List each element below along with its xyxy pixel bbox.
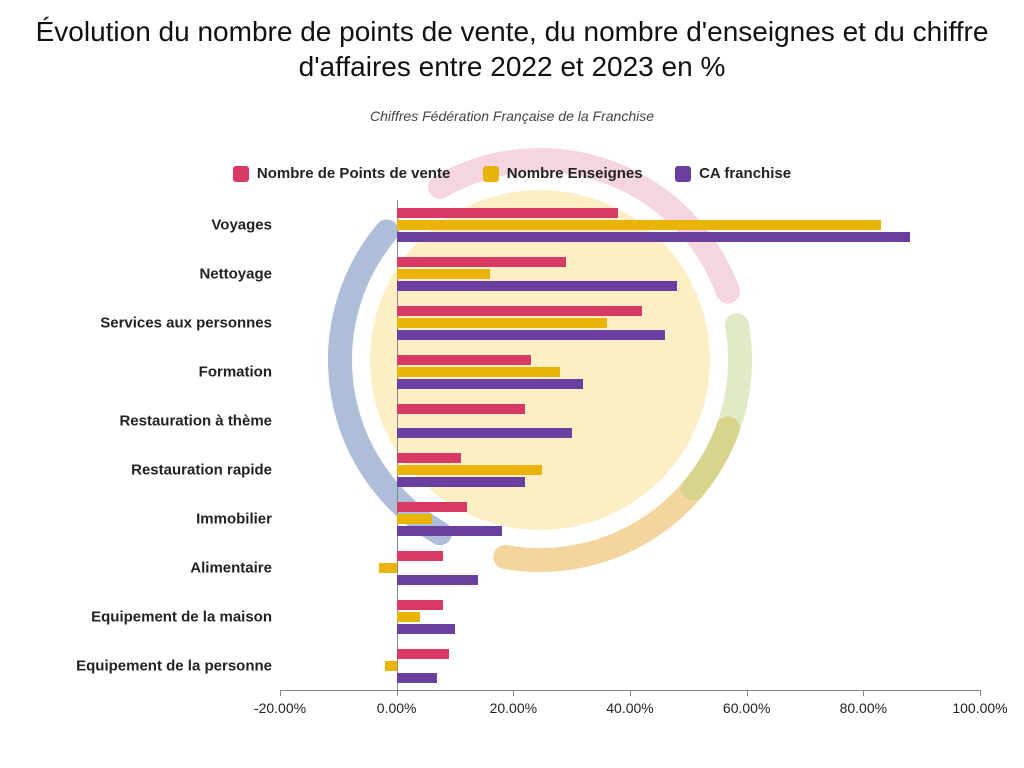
y-category-label: Voyages [211, 216, 280, 233]
bar [397, 379, 584, 389]
bar [397, 330, 665, 340]
legend-item-points-de-vente: Nombre de Points de vente [233, 165, 450, 182]
x-tick-label: 80.00% [840, 700, 887, 716]
legend-item-ca-franchise: CA franchise [675, 165, 791, 182]
y-category-label: Services aux personnes [100, 314, 280, 331]
plot-area: -20.00%0.00%20.00%40.00%60.00%80.00%100.… [280, 200, 980, 720]
bar [397, 612, 420, 622]
x-tick-label: 40.00% [606, 700, 653, 716]
y-category-label: Formation [199, 363, 280, 380]
legend-label: CA franchise [699, 165, 791, 182]
bar [379, 563, 397, 573]
bar [397, 477, 525, 487]
bar [397, 514, 432, 524]
x-tick-label: 0.00% [377, 700, 417, 716]
y-category-label: Immobilier [196, 510, 280, 527]
x-tick [630, 690, 631, 696]
bar [397, 232, 910, 242]
legend-label: Nombre de Points de vente [257, 165, 450, 182]
bar [397, 220, 881, 230]
bar [397, 575, 479, 585]
legend-swatch [233, 166, 249, 182]
bar [397, 526, 502, 536]
x-tick [747, 690, 748, 696]
x-tick-label: 60.00% [723, 700, 770, 716]
x-tick [863, 690, 864, 696]
y-category-label: Equipement de la personne [76, 657, 280, 674]
bar [397, 257, 566, 267]
bar [397, 306, 642, 316]
x-tick-label: 100.00% [952, 700, 1007, 716]
bar [397, 453, 461, 463]
bar [385, 661, 397, 671]
legend-label: Nombre Enseignes [507, 165, 643, 182]
bar [397, 281, 677, 291]
y-category-label: Restauration à thème [119, 412, 280, 429]
bar [397, 465, 543, 475]
x-tick [980, 690, 981, 696]
bar [397, 649, 450, 659]
y-category-label: Equipement de la maison [91, 608, 280, 625]
y-category-label: Restauration rapide [131, 461, 280, 478]
bar [397, 600, 444, 610]
bar [397, 673, 438, 683]
x-tick [513, 690, 514, 696]
x-tick [280, 690, 281, 696]
bar [397, 318, 607, 328]
legend-swatch [483, 166, 499, 182]
bar [397, 269, 490, 279]
x-tick [397, 690, 398, 696]
chart-title: Évolution du nombre de points de vente, … [0, 14, 1024, 84]
x-tick-label: -20.00% [254, 700, 306, 716]
chart-legend: Nombre de Points de vente Nombre Enseign… [0, 165, 1024, 187]
y-category-label: Alimentaire [190, 559, 280, 576]
bar [397, 502, 467, 512]
bar [397, 428, 572, 438]
bar [397, 624, 455, 634]
x-tick-label: 20.00% [490, 700, 537, 716]
y-category-label: Nettoyage [199, 265, 280, 282]
bar [397, 551, 444, 561]
chart-subtitle: Chiffres Fédération Française de la Fran… [0, 108, 1024, 124]
legend-swatch [675, 166, 691, 182]
bar [397, 208, 619, 218]
bar [397, 404, 525, 414]
legend-item-enseignes: Nombre Enseignes [483, 165, 643, 182]
bar [397, 367, 560, 377]
bar [397, 355, 531, 365]
